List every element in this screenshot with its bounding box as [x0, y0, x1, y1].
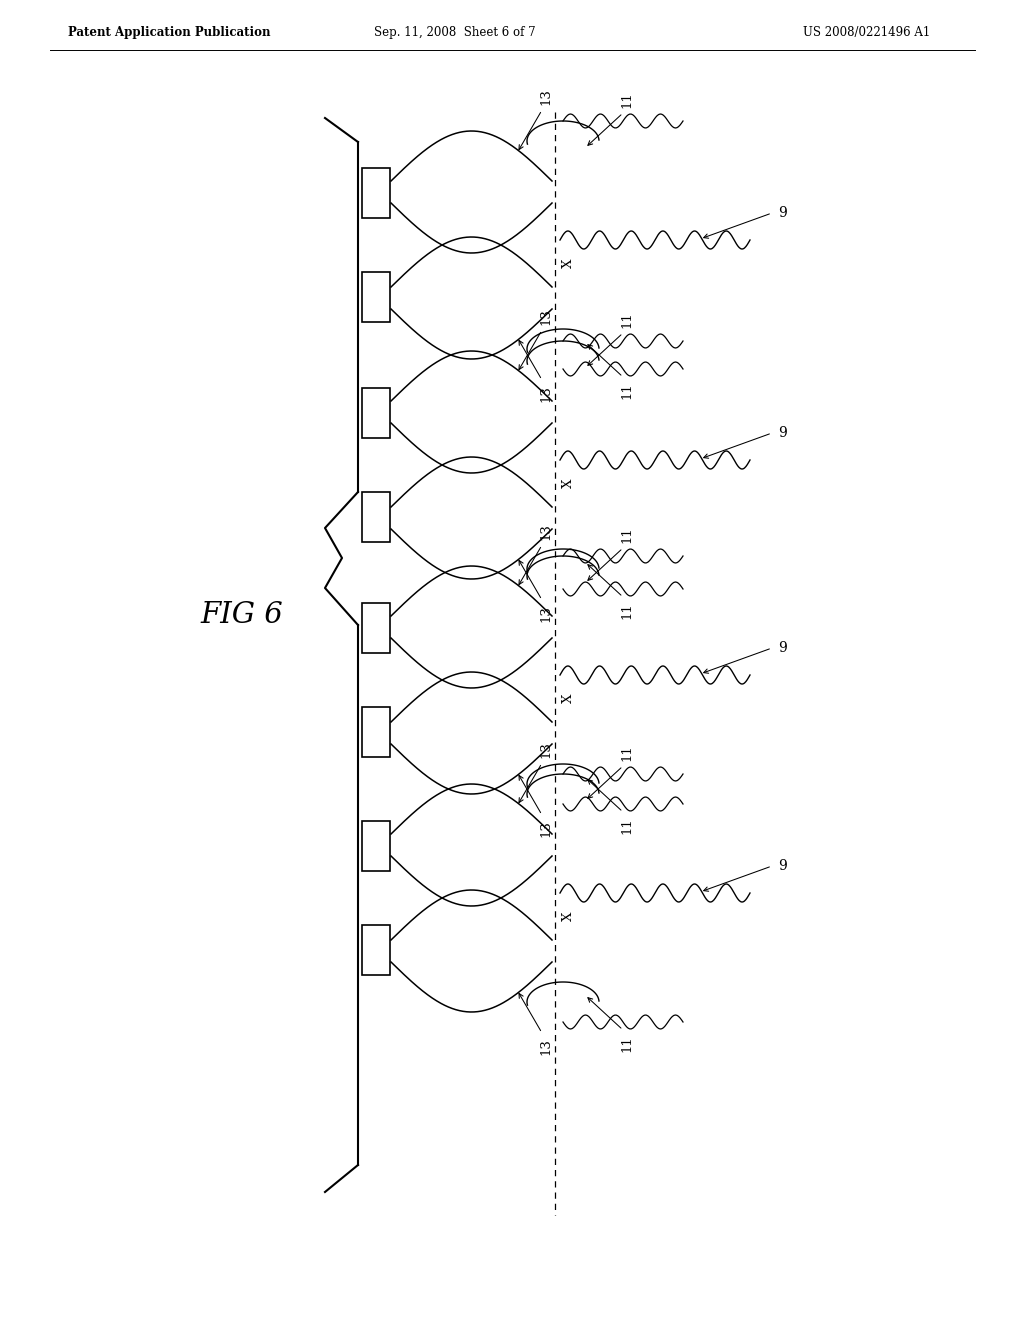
Text: 11: 11	[621, 527, 634, 543]
Text: 9: 9	[778, 859, 786, 873]
Text: 13: 13	[540, 605, 553, 622]
Bar	[362, 492, 390, 543]
Bar	[362, 925, 390, 975]
Text: 11: 11	[621, 312, 634, 327]
Text: 11: 11	[621, 1035, 634, 1052]
Text: Sep. 11, 2008  Sheet 6 of 7: Sep. 11, 2008 Sheet 6 of 7	[374, 26, 536, 40]
Text: 9: 9	[778, 642, 786, 655]
Text: 13: 13	[540, 523, 553, 540]
Text: X: X	[562, 259, 575, 268]
Bar	[362, 168, 390, 218]
Text: 13: 13	[540, 1038, 553, 1055]
Text: 11: 11	[621, 602, 634, 619]
Text: 13: 13	[540, 308, 553, 325]
Text: 13: 13	[540, 741, 553, 758]
Bar	[362, 821, 390, 871]
Text: 13: 13	[540, 88, 553, 106]
Text: 13: 13	[540, 820, 553, 837]
Bar	[362, 603, 390, 653]
Text: 9: 9	[778, 206, 786, 220]
Bar	[362, 272, 390, 322]
Bar	[362, 388, 390, 438]
Text: 11: 11	[621, 91, 634, 108]
Text: 11: 11	[621, 381, 634, 399]
Text: X: X	[562, 693, 575, 702]
Bar	[362, 708, 390, 756]
Text: X: X	[562, 478, 575, 487]
Text: US 2008/0221496 A1: US 2008/0221496 A1	[803, 26, 930, 40]
Text: X: X	[562, 911, 575, 920]
Text: FIG 6: FIG 6	[200, 601, 283, 630]
Text: 11: 11	[621, 744, 634, 762]
Text: Patent Application Publication: Patent Application Publication	[68, 26, 270, 40]
Text: 9: 9	[778, 426, 786, 440]
Text: 13: 13	[540, 385, 553, 401]
Text: 11: 11	[621, 817, 634, 834]
